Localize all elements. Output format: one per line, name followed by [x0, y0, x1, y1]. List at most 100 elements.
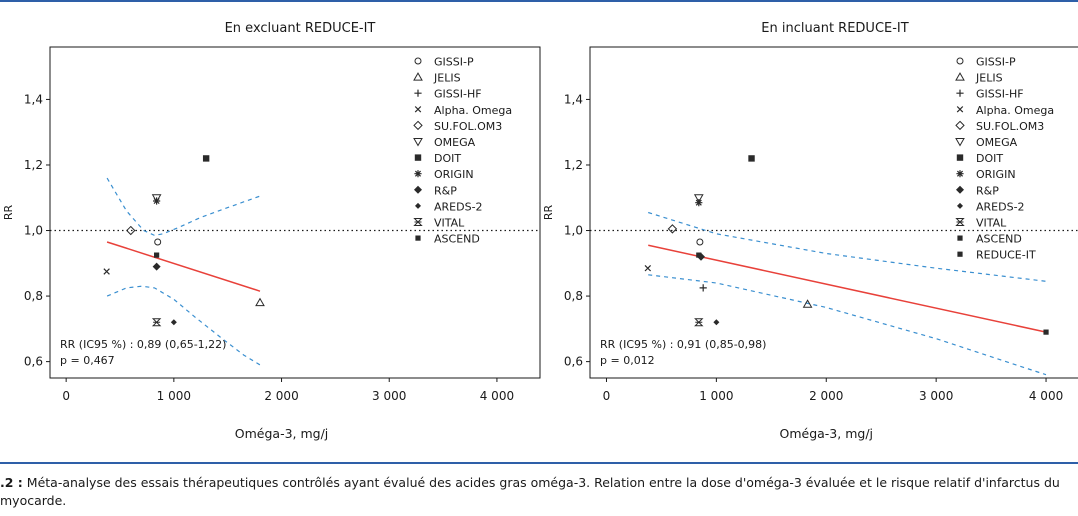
y-tick-label: 1,2 — [24, 158, 43, 172]
legend-marker — [415, 235, 421, 241]
legend-label: SU.FOL.OM3 — [434, 120, 502, 133]
legend-label: VITAL — [976, 217, 1007, 230]
x-axis-label: Oméga-3, mg/j — [780, 426, 874, 441]
legend-label: GISSI-HF — [434, 88, 482, 101]
legend-marker — [955, 72, 965, 81]
data-point — [154, 238, 162, 246]
data-point — [202, 155, 210, 162]
y-tick-label: 1,2 — [564, 158, 583, 172]
legend-label: ORIGIN — [434, 168, 474, 181]
legend-marker — [956, 170, 964, 178]
legend-marker — [414, 106, 422, 113]
legend-marker — [957, 202, 963, 209]
legend-label: ASCEND — [976, 233, 1022, 246]
legend-marker — [956, 89, 964, 97]
x-tick-label: 2 000 — [809, 389, 843, 403]
legend-label: OMEGA — [434, 136, 476, 149]
chart-title: En excluant REDUCE-IT — [225, 21, 376, 36]
chart-including-reduce-it: En incluant REDUCE-IT 0,6 0,8 1,0 1,2 1,4 0 1 0… — [542, 21, 1078, 441]
regression-line — [648, 244, 1047, 333]
x-tick-label: 1 000 — [157, 389, 191, 403]
legend-marker — [956, 106, 964, 113]
legend-label: ASCEND — [434, 233, 480, 246]
legend-label: VITAL — [434, 217, 465, 230]
x-tick-label: 2 000 — [264, 389, 298, 403]
legend-marker — [413, 120, 423, 131]
y-tick-label: 1,4 — [564, 92, 583, 106]
ci-upper-band — [648, 211, 1047, 282]
figure-caption: .2 : Méta-analyse des essais thérapeutiq… — [0, 474, 1078, 510]
ci-lower-band — [648, 274, 1047, 376]
data-point — [255, 297, 265, 307]
stats-annotation: p = 0,012 — [600, 354, 655, 367]
legend-marker — [413, 218, 423, 226]
ci-upper-band — [106, 177, 261, 237]
ci-lower-band — [106, 285, 261, 366]
data-point — [694, 318, 704, 327]
data-point — [695, 199, 703, 207]
data-point — [748, 155, 755, 162]
legend-marker — [414, 185, 422, 194]
data-point — [644, 264, 652, 272]
legend-label: R&P — [434, 184, 457, 197]
legend-marker — [957, 251, 963, 257]
y-tick-label: 1,0 — [24, 224, 43, 238]
data-point — [696, 252, 702, 258]
y-axis-label: RR — [2, 205, 15, 221]
legend-marker — [414, 89, 422, 97]
regression-line — [106, 241, 261, 292]
caption-text: Méta-analyse des essais thérapeutiques c… — [0, 475, 1060, 508]
legend-label: JELIS — [975, 72, 1003, 85]
legend-label: JELIS — [433, 72, 461, 85]
data-point — [151, 318, 162, 327]
caption-label: .2 : — [0, 475, 23, 490]
y-tick-label: 0,6 — [24, 355, 43, 369]
x-tick-label: 1 000 — [699, 389, 733, 403]
data-point — [170, 319, 177, 326]
legend-marker — [956, 154, 964, 161]
x-tick-label: 4 000 — [1029, 389, 1063, 403]
legend-marker — [956, 185, 964, 194]
legend-label: GISSI-HF — [976, 88, 1024, 101]
x-axis-label: Oméga-3, mg/j — [235, 426, 329, 441]
legend-label: R&P — [976, 184, 999, 197]
bottom-rule — [0, 462, 1078, 464]
data-point — [126, 225, 136, 236]
plot-frame — [589, 46, 1078, 379]
chart-excluding-reduce-it: En excluant REDUCE-IT 0,6 0,8 1,0 1,2 1,4 0 1 0… — [2, 21, 541, 441]
legend-marker — [956, 57, 964, 65]
legend-label: DOIT — [434, 152, 461, 165]
data-point — [699, 284, 707, 292]
legend-label: REDUCE-IT — [976, 249, 1036, 262]
legend-marker — [955, 218, 965, 226]
x-tick-label: 0 — [603, 389, 611, 403]
legend-marker — [413, 72, 423, 81]
legend-marker — [415, 202, 421, 209]
data-point — [154, 252, 160, 258]
x-tick-label: 4 000 — [480, 389, 514, 403]
y-tick-label: 0,8 — [24, 289, 43, 303]
legend-label: SU.FOL.OM3 — [976, 120, 1044, 133]
stats-annotation: RR (IC95 %) : 0,89 (0,65-1,22) — [60, 338, 226, 351]
legend-label: Alpha. Omega — [434, 104, 512, 117]
legend-label: AREDS-2 — [434, 200, 483, 213]
data-point — [696, 238, 704, 246]
legend-label: Alpha. Omega — [976, 104, 1054, 117]
data-point — [693, 194, 704, 203]
legend-label: OMEGA — [976, 136, 1018, 149]
data-point — [153, 197, 161, 205]
legend-marker — [414, 154, 422, 161]
chart-title: En incluant REDUCE-IT — [761, 21, 908, 36]
stats-annotation: p = 0,467 — [60, 354, 115, 367]
y-tick-label: 0,8 — [564, 289, 583, 303]
data-point — [713, 319, 720, 326]
legend-label: GISSI-P — [976, 56, 1016, 69]
legend-marker — [413, 138, 423, 147]
legend-marker — [955, 120, 965, 131]
x-tick-label: 3 000 — [372, 389, 406, 403]
x-tick-label: 3 000 — [919, 389, 953, 403]
legend-marker — [955, 138, 965, 147]
stats-annotation: RR (IC95 %) : 0,91 (0,85-0,98) — [600, 338, 766, 351]
y-tick-label: 1,4 — [24, 92, 43, 106]
